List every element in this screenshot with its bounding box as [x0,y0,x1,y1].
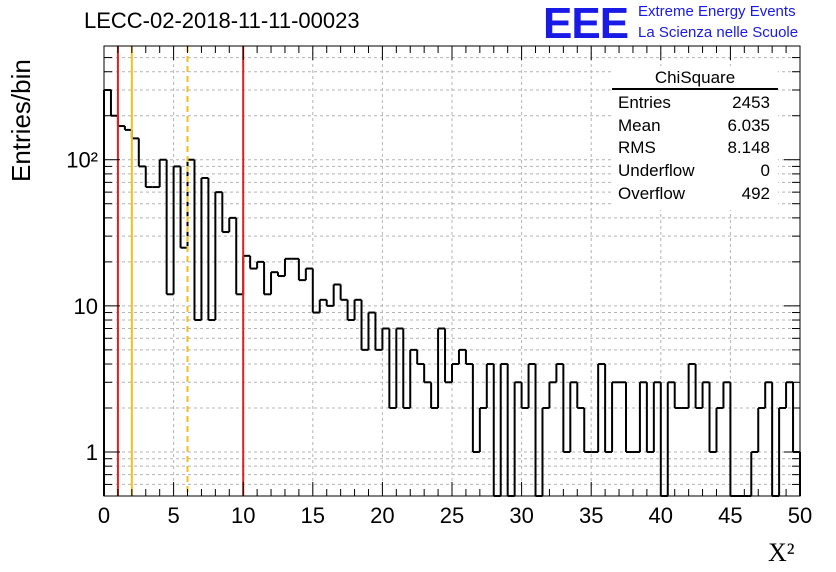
logo-line-2: La Scienza nelle Scuole [638,24,799,41]
stats-value: 6.035 [727,116,770,135]
x-tick-label: 30 [509,503,533,528]
stats-value: 2453 [732,93,770,112]
stats-value: 8.148 [727,138,770,157]
x-tick-label: 20 [370,503,394,528]
stats-key: RMS [618,138,656,157]
x-tick-label: 25 [440,503,464,528]
y-axis-label: Entries/bin [6,59,36,182]
stats-key: Mean [618,116,661,135]
y-tick-label: 10 [74,294,98,319]
stats-box: ChiSquare Entries 2453 Mean 6.035 RMS 8.… [612,66,778,210]
x-tick-label: 10 [231,503,255,528]
stats-value: 0 [760,161,770,180]
stats-title: ChiSquare [654,68,736,87]
x-tick-label: 0 [98,503,110,528]
x-tick-label: 35 [579,503,603,528]
x-tick-label: 50 [788,503,812,528]
stats-key: Overflow [618,184,686,203]
plot-frame [103,45,801,497]
x-tick-label: 5 [167,503,179,528]
y-tick-label: 10² [66,148,98,173]
logo-line-1: Extreme Energy Events [638,3,796,20]
tick-labels: 0 5 10 15 20 25 30 35 40 45 50 1 10 10² [66,148,812,528]
chart-title: LECC-02-2018-11-11-00023 [84,8,360,33]
stats-key: Entries [618,93,671,112]
stats-value: 492 [741,184,770,203]
x-tick-label: 45 [718,503,742,528]
stats-key: Underflow [618,161,695,180]
x-tick-label: 15 [301,503,325,528]
cut-lines [116,46,245,496]
stats-divider [612,88,778,90]
y-tick-label: 1 [86,440,98,465]
eee-logo: EEE [543,0,629,48]
x-axis-label: X² [768,538,795,567]
x-tick-label: 40 [649,503,673,528]
